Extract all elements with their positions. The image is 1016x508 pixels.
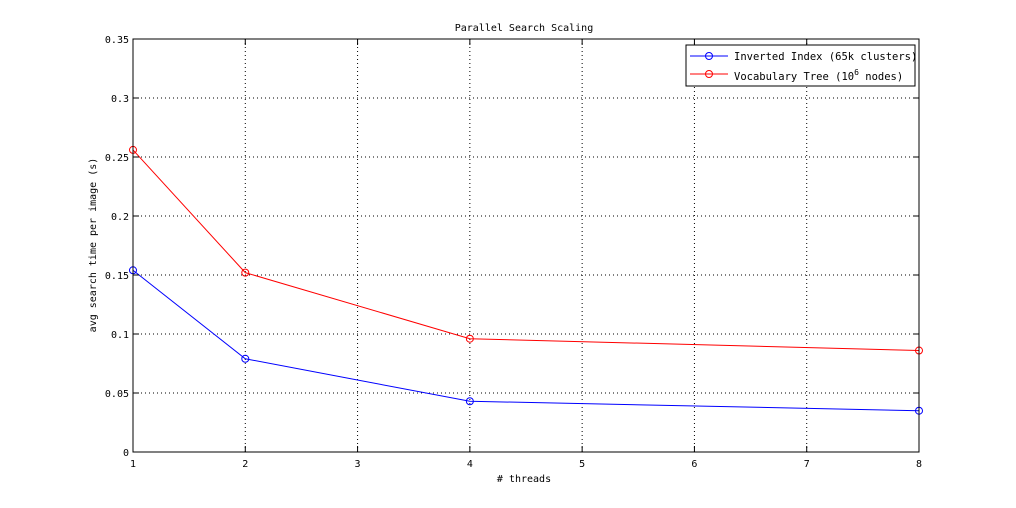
x-tick-label: 3 — [355, 459, 361, 470]
legend-box — [685, 44, 916, 87]
plot-frame — [132, 38, 920, 453]
legend: Inverted Index (65k clusters) Vocabulary… — [685, 44, 917, 87]
data-point-0 — [241, 354, 250, 363]
x-tick-labels: 1 2 3 4 5 6 7 8 — [130, 459, 922, 470]
data-point-0 — [465, 397, 474, 406]
x-tick-label: 8 — [916, 459, 922, 470]
x-axis-label: # threads — [497, 474, 551, 485]
y-tick-label: 0.05 — [105, 389, 129, 400]
legend-entry-vocabulary-tree: Vocabulary Tree (106 nodes) — [690, 68, 903, 83]
legend-marker-vocabulary-tree — [705, 70, 713, 78]
x-tick-label: 1 — [130, 459, 136, 470]
data-point-1 — [465, 334, 474, 343]
y-tick-label: 0.2 — [111, 212, 129, 223]
x-tick-label: 5 — [579, 459, 585, 470]
legend-marker-inverted-index — [705, 52, 713, 60]
legend-label-vocabulary-tree: Vocabulary Tree (106 nodes) — [734, 68, 903, 83]
legend-label-inverted-index: Inverted Index (65k clusters) — [734, 51, 917, 63]
chart-title: Parallel Search Scaling — [455, 23, 593, 34]
x-tick-label: 4 — [467, 459, 473, 470]
x-tick-label: 7 — [804, 459, 810, 470]
y-tick-label: 0.1 — [111, 330, 129, 341]
y-tick-label: 0.3 — [111, 94, 129, 105]
y-tick-label: 0.15 — [105, 271, 129, 282]
plot-area — [129, 38, 923, 453]
data-point-1 — [241, 268, 250, 277]
y-tick-label: 0.35 — [105, 35, 129, 46]
y-tick-label: 0 — [123, 448, 129, 459]
y-tick-labels: 0 0.05 0.1 0.15 0.2 0.25 0.3 0.35 — [105, 35, 129, 459]
series-line-1 — [132, 149, 920, 352]
x-tick-label: 6 — [691, 459, 697, 470]
y-tick-label: 0.25 — [105, 153, 129, 164]
grid-lines — [133, 39, 919, 452]
y-axis-label: avg search time per image (s) — [88, 158, 99, 333]
legend-entry-inverted-index: Inverted Index (65k clusters) — [690, 51, 917, 63]
plot-background — [133, 39, 919, 452]
x-tick-label: 2 — [242, 459, 248, 470]
tick-marks — [132, 38, 920, 453]
series-line-0 — [132, 269, 920, 412]
